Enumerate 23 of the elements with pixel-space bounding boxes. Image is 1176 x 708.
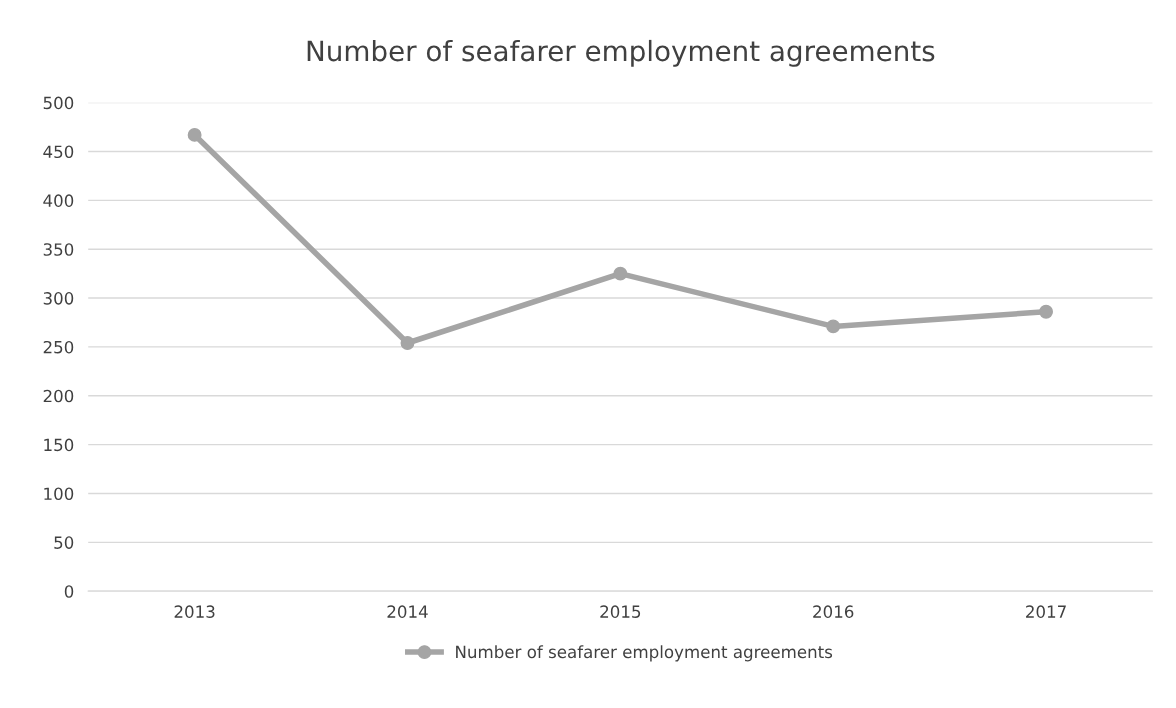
point (1039, 304, 1053, 319)
y-tick-label: 50 (54, 536, 74, 549)
y-tick-label: 250 (43, 340, 74, 354)
point (400, 336, 415, 350)
y-tick-label: 400 (43, 194, 74, 207)
x-tick-label: 2016 (813, 605, 854, 618)
y-tick-label: 500 (43, 96, 74, 110)
chart-title: Number of seafarer employment agreements (307, 39, 935, 67)
x-tick-label: 2017 (1026, 605, 1066, 618)
y-tick-label: 100 (44, 487, 74, 501)
y-tick-label: 350 (43, 243, 74, 256)
legend-label: Number of seafarer employment agreements (456, 645, 833, 662)
y-tick-label: 450 (43, 145, 74, 159)
point (826, 319, 841, 334)
point (613, 266, 628, 281)
point (187, 127, 202, 142)
x-tick-label: 2013 (174, 605, 215, 618)
x-tick-label: 2014 (387, 605, 428, 618)
x-tick-label: 2015 (600, 605, 641, 618)
y-tick-label: 200 (43, 389, 74, 403)
y-tick-label: 0 (64, 585, 74, 598)
y-tick-label: 150 (44, 438, 74, 452)
y-tick-label: 300 (43, 292, 74, 305)
